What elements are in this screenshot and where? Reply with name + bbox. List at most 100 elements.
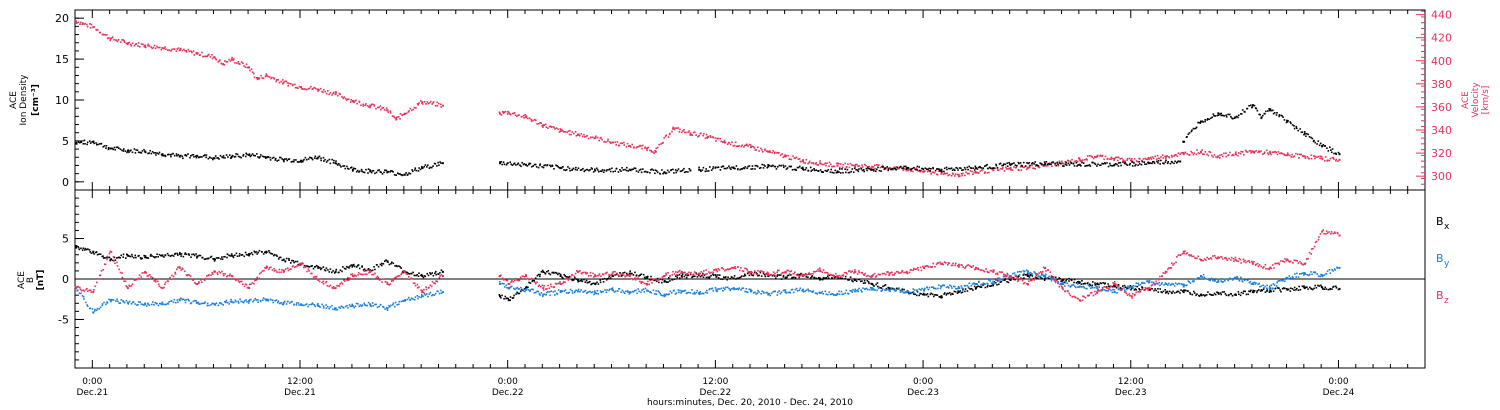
top-velocity-point bbox=[273, 77, 275, 79]
top-velocity-point bbox=[663, 137, 665, 139]
bottom-bx-point bbox=[851, 279, 853, 282]
top-velocity-point bbox=[1123, 160, 1126, 162]
top-ion-density-point bbox=[84, 143, 86, 145]
top-ion-density-point bbox=[367, 172, 369, 174]
bottom-by-point bbox=[989, 280, 992, 282]
top-velocity-point bbox=[1173, 155, 1175, 157]
top-ion-density-point bbox=[1047, 162, 1050, 165]
top-ion-density-point bbox=[329, 162, 332, 165]
top-velocity-point bbox=[1171, 156, 1173, 158]
bottom-bx-point bbox=[1270, 290, 1272, 293]
bottom-by-point bbox=[1071, 284, 1073, 286]
bottom-by-point bbox=[760, 293, 762, 295]
bottom-by-point bbox=[580, 289, 582, 291]
bottom-by-point bbox=[1128, 287, 1130, 290]
bottom-bz-point bbox=[392, 279, 395, 282]
bottom-by-point bbox=[1121, 288, 1124, 291]
top-velocity-point bbox=[590, 136, 592, 138]
top-velocity-point bbox=[393, 116, 396, 119]
top-velocity-point bbox=[646, 147, 649, 150]
bottom-by-point bbox=[591, 291, 594, 293]
top-velocity-point bbox=[1009, 166, 1012, 169]
bottom-bz-point bbox=[188, 274, 191, 276]
bottom-bx-point bbox=[347, 266, 349, 268]
top-velocity-point bbox=[1321, 157, 1324, 160]
top-velocity-point bbox=[1274, 150, 1276, 153]
bottom-bz-point bbox=[763, 271, 765, 273]
top-ion-density-point bbox=[986, 163, 988, 166]
top-ion-density-point bbox=[374, 172, 376, 175]
top-velocity-point bbox=[362, 105, 365, 107]
bottom-by-point bbox=[122, 301, 125, 303]
bottom-bx-point bbox=[506, 297, 508, 299]
bottom-bx-point bbox=[922, 292, 925, 295]
top-velocity-point bbox=[752, 146, 755, 148]
top-velocity-point bbox=[307, 88, 310, 90]
bottom-bx-point bbox=[363, 268, 366, 270]
top-ion-density-point bbox=[411, 169, 413, 171]
bottom-bx-point bbox=[278, 256, 281, 259]
top-velocity-point bbox=[111, 37, 113, 39]
bottom-bx-point bbox=[151, 255, 153, 257]
bottom-by-point bbox=[1228, 278, 1230, 280]
bottom-by-point bbox=[846, 292, 849, 295]
bottom-by-point bbox=[1203, 276, 1206, 279]
bottom-bz-point bbox=[176, 268, 178, 271]
bottom-bx-point bbox=[684, 274, 687, 276]
bottom-bz-point bbox=[634, 279, 637, 281]
top-ion-density-point bbox=[872, 168, 875, 171]
bottom-bx-point bbox=[1218, 293, 1220, 295]
bottom-bz-point bbox=[741, 270, 744, 272]
bottom-by-point bbox=[1052, 277, 1055, 279]
bottom-bx-point bbox=[1037, 277, 1039, 280]
bottom-by-point bbox=[755, 293, 757, 295]
top-velocity-point bbox=[647, 146, 650, 149]
bottom-by-point bbox=[636, 292, 638, 295]
top-ion-density-point bbox=[1296, 127, 1298, 130]
bottom-bx-point bbox=[421, 275, 424, 277]
bottom-by-point bbox=[428, 293, 431, 295]
top-velocity-point bbox=[828, 161, 831, 164]
bottom-bx-point bbox=[821, 278, 824, 281]
top-ion-density-point bbox=[556, 165, 559, 167]
top-velocity-point bbox=[215, 58, 217, 61]
bottom-by-point bbox=[1236, 275, 1238, 278]
top-velocity-point bbox=[313, 86, 315, 89]
bottom-by-point bbox=[678, 291, 680, 294]
bottom-by-point bbox=[281, 303, 284, 306]
bottom-bx-point bbox=[908, 292, 910, 295]
top-ion-density-point bbox=[1225, 114, 1227, 116]
top-velocity-point bbox=[920, 169, 922, 172]
bottom-bz-point bbox=[144, 270, 147, 273]
bottom-bx-point bbox=[342, 266, 344, 268]
bottom-by-point bbox=[748, 288, 750, 291]
top-velocity-point bbox=[1086, 155, 1089, 157]
bottom-bx-point bbox=[407, 272, 409, 274]
top-velocity-point bbox=[1337, 160, 1339, 162]
bottom-bz-point bbox=[929, 266, 932, 268]
top-velocity-point bbox=[548, 125, 551, 128]
top-ion-density-point bbox=[1303, 132, 1306, 135]
bottom-by-point bbox=[1245, 278, 1248, 281]
bottom-by-point bbox=[693, 291, 696, 294]
bottom-by-point bbox=[574, 290, 576, 293]
bottom-bx-point bbox=[1299, 288, 1302, 291]
top-ion-density-point bbox=[797, 166, 800, 169]
bottom-bz-point bbox=[555, 283, 558, 285]
top-ion-density-point bbox=[515, 164, 517, 166]
bottom-bz-point bbox=[349, 277, 351, 279]
bottom-bx-point bbox=[180, 253, 183, 255]
top-velocity-point bbox=[1319, 157, 1321, 160]
top-ion-density-point bbox=[1260, 116, 1263, 119]
bottom-bx-point bbox=[196, 255, 199, 258]
bottom-bx-point bbox=[518, 292, 521, 295]
bottom-bx-point bbox=[527, 286, 529, 289]
top-ion-density-point bbox=[415, 169, 418, 172]
bottom-bx-point bbox=[920, 293, 922, 295]
top-ion-density-point bbox=[427, 164, 429, 166]
bottom-bz-point bbox=[542, 289, 545, 291]
top-ion-density-point bbox=[550, 165, 552, 168]
top-velocity-point bbox=[393, 115, 395, 118]
top-ion-density-point bbox=[754, 168, 756, 170]
top-ion-density-point bbox=[408, 172, 410, 174]
